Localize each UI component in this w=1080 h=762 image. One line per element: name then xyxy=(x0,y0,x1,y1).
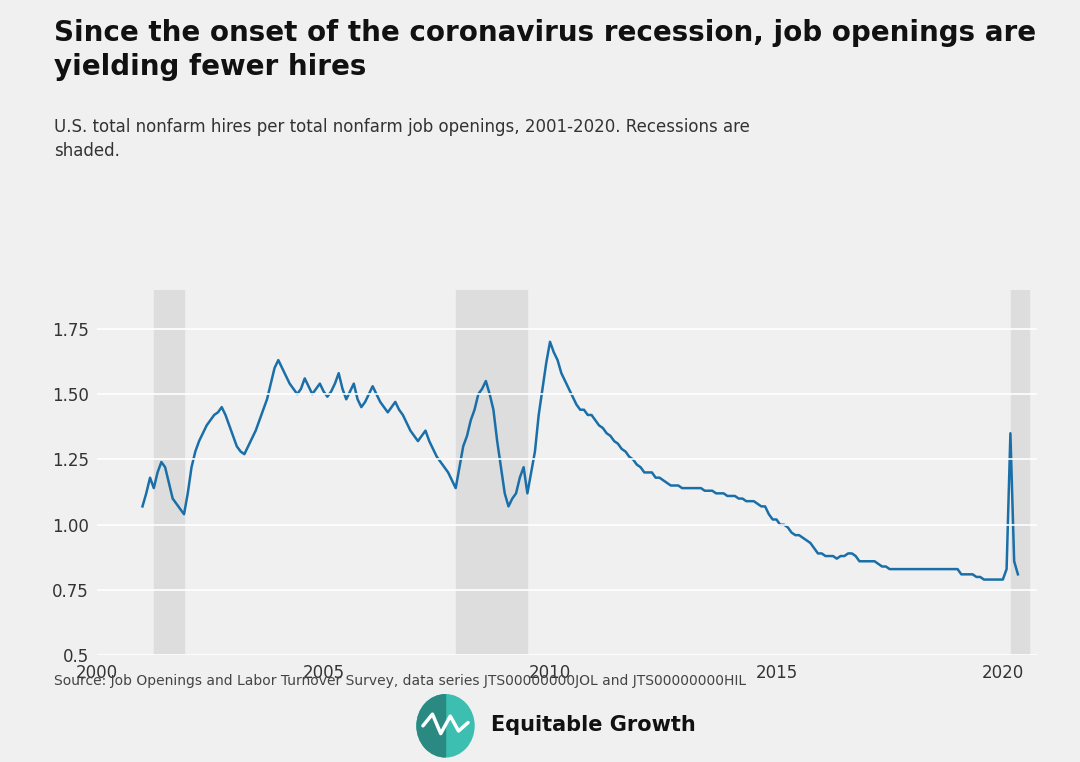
Text: Since the onset of the coronavirus recession, job openings are
yielding fewer hi: Since the onset of the coronavirus reces… xyxy=(54,19,1036,81)
Bar xyxy=(153,290,185,655)
Text: Equitable Growth: Equitable Growth xyxy=(491,716,697,735)
Circle shape xyxy=(417,695,474,757)
Text: U.S. total nonfarm hires per total nonfarm job openings, 2001-2020. Recessions a: U.S. total nonfarm hires per total nonfa… xyxy=(54,118,750,160)
Bar xyxy=(1011,290,1029,655)
Text: Source: Job Openings and Labor Turnover Survey, data series JTS00000000JOL and J: Source: Job Openings and Labor Turnover … xyxy=(54,674,746,688)
Bar xyxy=(456,290,527,655)
Wedge shape xyxy=(417,695,446,757)
